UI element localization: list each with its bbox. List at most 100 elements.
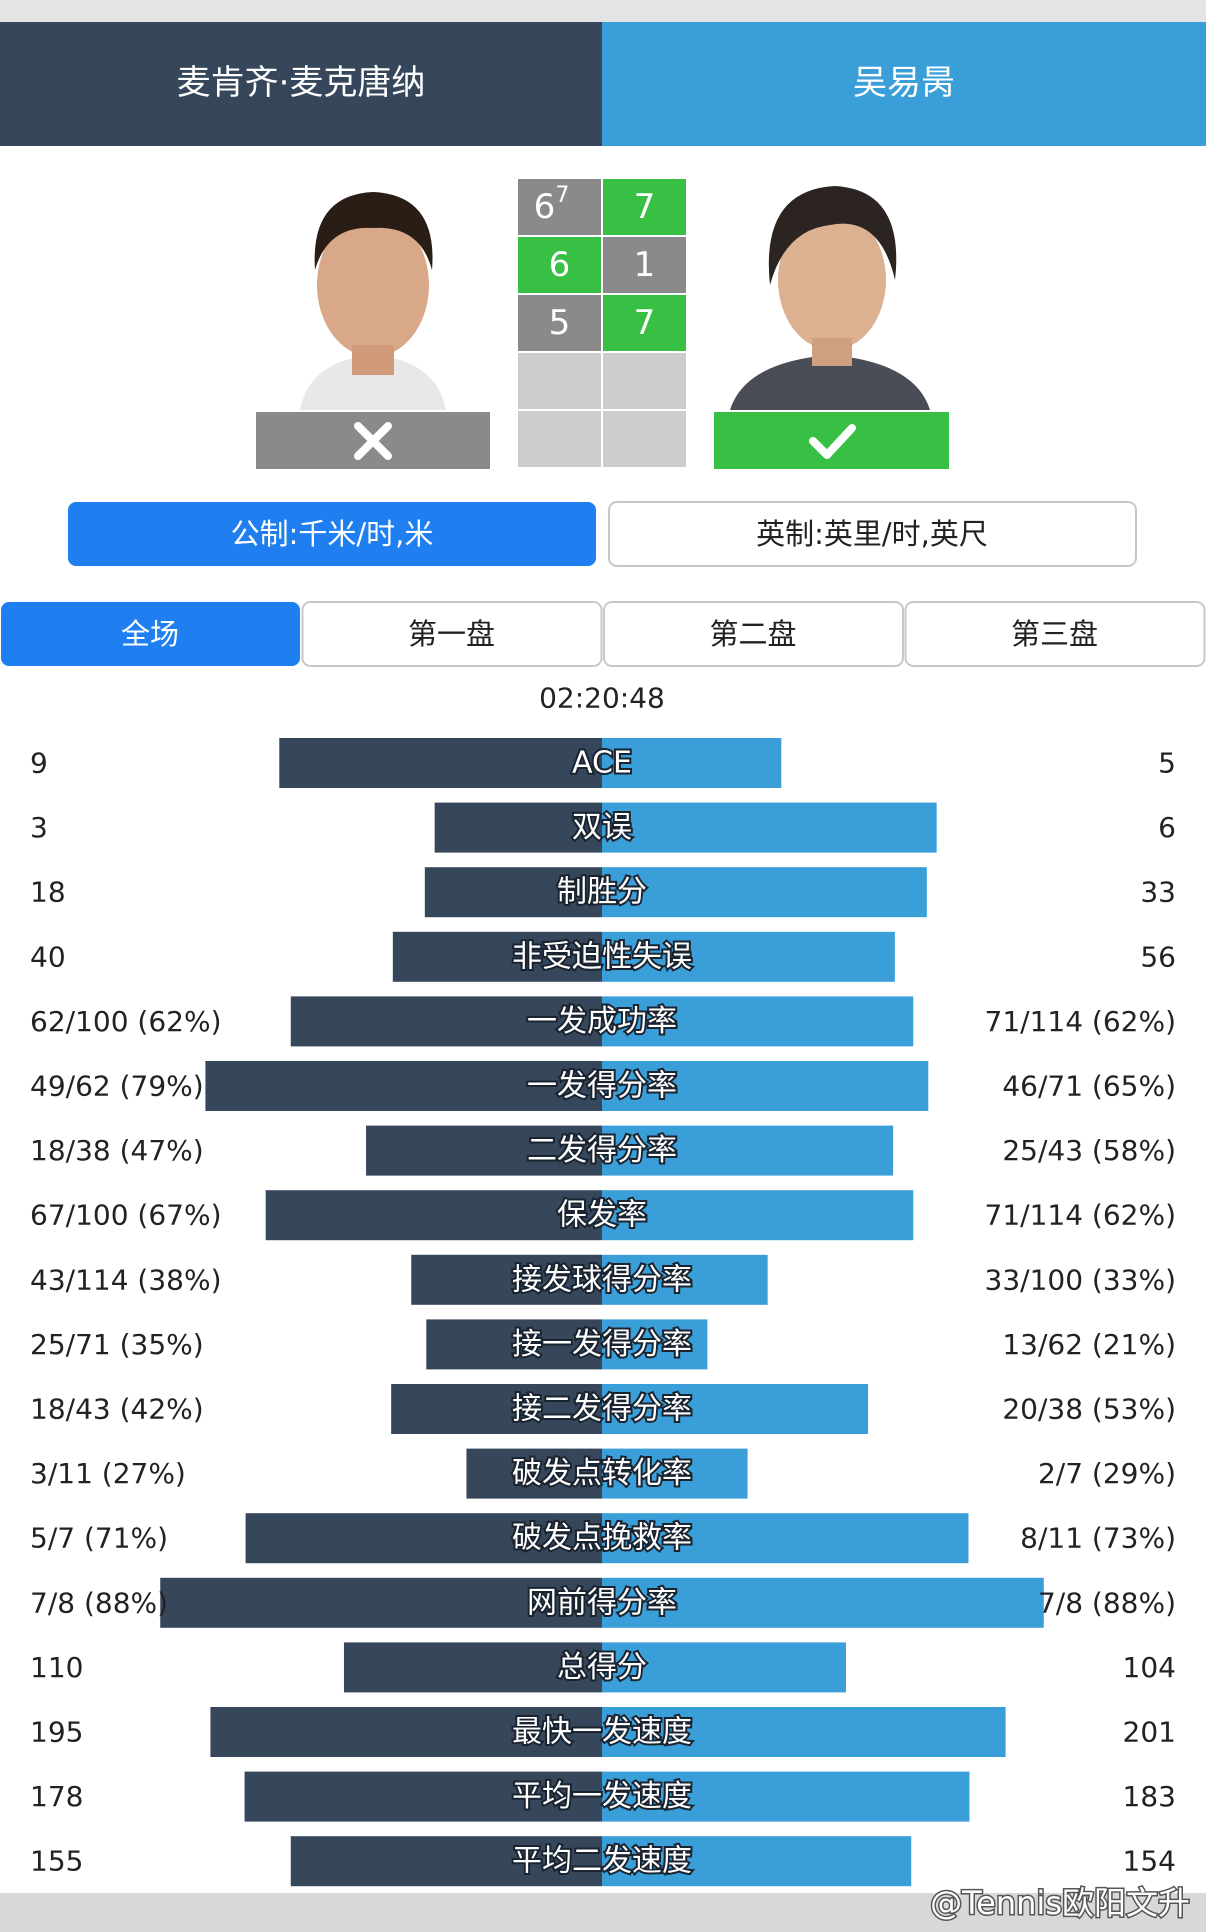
right-value: 13/62 (21%)	[1002, 1328, 1176, 1361]
left-value: 110	[30, 1651, 83, 1684]
right-value: 5	[1158, 747, 1176, 780]
top-strip	[0, 0, 1206, 22]
right-bar	[602, 1448, 748, 1499]
empty-cell	[603, 353, 686, 409]
left-value: 155	[30, 1845, 83, 1878]
winner-badge	[714, 412, 949, 469]
left-value: 9	[30, 747, 48, 780]
set-score: 67	[534, 183, 570, 228]
left-bar	[244, 1771, 603, 1822]
cross-icon	[354, 422, 392, 460]
right-value: 71/114 (62%)	[985, 1199, 1177, 1232]
right-bar	[602, 996, 914, 1047]
right-bar	[602, 1513, 969, 1564]
games: 7	[634, 187, 656, 227]
right-value: 183	[1123, 1780, 1176, 1813]
right-value: 104	[1123, 1651, 1176, 1684]
left-value: 62/100 (62%)	[30, 1005, 222, 1038]
left-bar	[205, 1061, 603, 1111]
tab[interactable]	[904, 601, 1206, 667]
left-bar	[391, 1384, 602, 1434]
stat-name: 破发点转化率	[512, 1456, 692, 1491]
stat-name: 平均一发速度	[512, 1779, 692, 1814]
left-value: 3	[30, 811, 48, 844]
left-bar	[434, 802, 602, 853]
stat-name: 一发成功率	[527, 1004, 677, 1039]
set-score: 7	[634, 187, 656, 227]
left-bar	[392, 931, 602, 982]
games: 5	[549, 303, 571, 343]
left-value: 5/7 (71%)	[30, 1522, 168, 1555]
left-value: 43/114 (38%)	[30, 1263, 222, 1296]
left-bar	[265, 1190, 602, 1241]
score-cell	[518, 295, 601, 351]
watermark: @Tennis欧阳文升	[930, 1884, 1190, 1922]
left-bar	[426, 1319, 602, 1370]
player2-name: 吴易昺	[853, 63, 955, 103]
stat-name: 破发点挽救率	[512, 1521, 692, 1556]
right-bar	[602, 1642, 846, 1693]
left-bar	[466, 1448, 602, 1499]
right-bar	[602, 1125, 894, 1176]
stat-name: 总得分	[557, 1650, 647, 1685]
right-value: 154	[1123, 1845, 1176, 1878]
score-cell	[518, 179, 601, 235]
right-bar	[602, 738, 782, 788]
player1-header	[0, 22, 602, 146]
imperial-label: 英制:英里/时,英尺	[756, 517, 988, 551]
right-value: 25/43 (58%)	[1002, 1134, 1176, 1167]
right-value: 33	[1140, 876, 1176, 909]
games: 1	[634, 245, 656, 285]
stat-name: 非受迫性失误	[512, 939, 692, 974]
empty-cell	[518, 353, 601, 409]
games: 6	[549, 245, 571, 285]
right-value: 7/8 (88%)	[1038, 1586, 1176, 1619]
stat-name: 双误	[572, 810, 632, 845]
right-bar	[602, 1771, 970, 1822]
right-value: 20/38 (53%)	[1002, 1393, 1176, 1426]
left-value: 18	[30, 876, 66, 909]
stat-name: 网前得分率	[527, 1585, 677, 1620]
right-bar	[602, 1384, 869, 1434]
left-value: 49/62 (79%)	[30, 1070, 204, 1103]
tab-bar: 全场 第一盘 第二盘 第三盘	[1, 601, 1206, 667]
metric-button[interactable]	[68, 502, 596, 566]
bottom-strip	[0, 1893, 1206, 1932]
stat-name: 接一发得分率	[512, 1327, 692, 1362]
left-bar	[411, 1254, 602, 1305]
check-icon	[809, 424, 856, 459]
right-bar	[602, 802, 937, 853]
left-bar	[160, 1577, 603, 1628]
tiebreak: 7	[555, 183, 569, 208]
right-bar	[602, 931, 895, 982]
set-score: 6	[549, 245, 571, 285]
right-bar	[602, 1254, 768, 1305]
left-value: 67/100 (67%)	[30, 1199, 222, 1232]
games: 6	[534, 187, 556, 227]
tab-label: 全场	[121, 617, 179, 651]
left-bar	[290, 1836, 602, 1887]
score-grid: 67 76 15 7	[518, 179, 686, 467]
right-bar	[602, 1061, 929, 1111]
tab[interactable]	[603, 601, 904, 667]
score-cell	[603, 179, 686, 235]
empty-cell	[518, 411, 601, 467]
set-score: 5	[549, 303, 571, 343]
imperial-button[interactable]	[608, 501, 1137, 567]
tab-label: 第一盘	[408, 617, 495, 651]
stat-name: 平均二发速度	[512, 1844, 692, 1879]
player2-photo	[714, 185, 949, 410]
tab-label: 第二盘	[709, 617, 796, 651]
stat-name: 接二发得分率	[512, 1392, 692, 1427]
left-bar	[210, 1707, 602, 1757]
left-value: 3/11 (27%)	[30, 1457, 186, 1490]
right-value: 46/71 (65%)	[1002, 1070, 1176, 1103]
left-bar	[290, 996, 602, 1047]
right-value: 2/7 (29%)	[1038, 1457, 1176, 1490]
left-value: 18/43 (42%)	[30, 1393, 204, 1426]
tab[interactable]	[301, 601, 603, 667]
right-value: 8/11 (73%)	[1020, 1522, 1176, 1555]
tab[interactable]	[1, 602, 300, 666]
player1-photo	[256, 185, 490, 410]
duration: 02:20:48	[539, 682, 665, 715]
